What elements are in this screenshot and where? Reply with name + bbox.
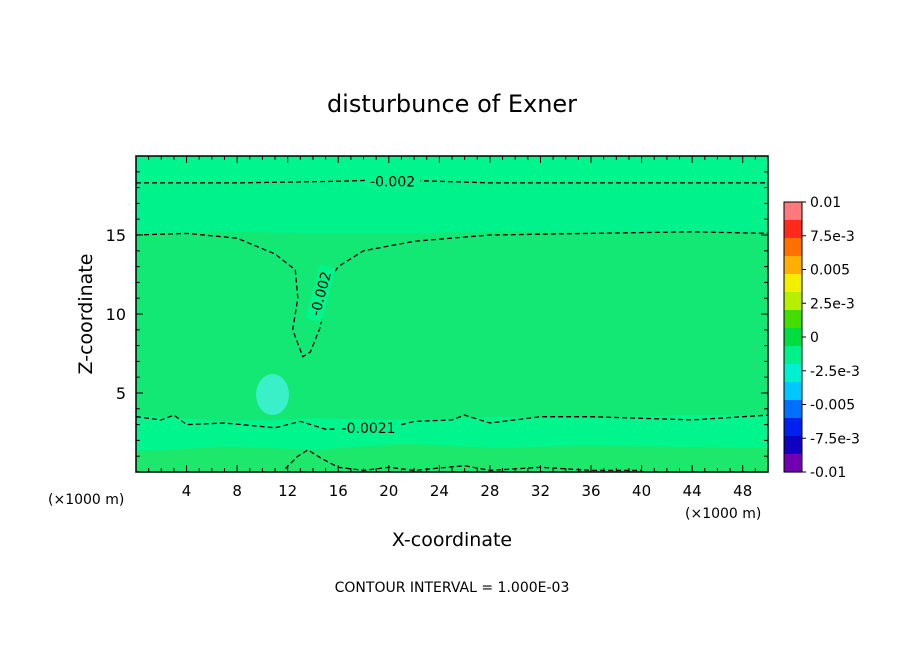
y-tick-label: 15	[106, 226, 126, 245]
x-tick-label: 48	[733, 482, 752, 500]
level-band	[136, 231, 768, 472]
contour-label-bg	[364, 173, 421, 190]
x-axis-label: X-coordinate	[392, 529, 512, 551]
colorbar-label: -0.005	[810, 398, 855, 414]
x-unit-right: (×1000 m)	[685, 506, 761, 522]
level-band	[136, 443, 768, 472]
colorbar-segment	[784, 328, 802, 347]
colorbar-label: -0.01	[810, 465, 846, 481]
colorbar-label: -7.5e-3	[810, 431, 860, 447]
x-tick-label: 8	[232, 482, 242, 500]
contour-label: -0.002	[370, 174, 415, 190]
x-tick-label: 4	[182, 482, 192, 500]
x-tick-label: 16	[329, 482, 348, 500]
x-tick-label: 12	[278, 482, 297, 500]
colorbar-segment	[784, 436, 802, 455]
colorbar-label: 0.01	[810, 195, 841, 211]
contour-label-bg	[305, 264, 336, 323]
colorbar-label: 0.005	[810, 263, 850, 279]
colorbar-segment	[784, 382, 802, 401]
plot-area: -0.002-0.002-0.0021 4 8 12 16 20 24 28 32 36 40 44…	[106, 155, 769, 500]
contour-interval-footer: CONTOUR INTERVAL = 1.000E-03	[335, 580, 570, 596]
colorbar-segment	[784, 346, 802, 365]
anomaly-spot	[256, 374, 289, 416]
colorbar-segment	[784, 454, 802, 473]
colorbar-segment	[784, 220, 802, 239]
colorbar: 0.01 7.5e-3 0.005 2.5e-3 0 -2.5e-3 -0.005 -7.5e…	[783, 195, 860, 481]
colorbar-label: 0	[810, 330, 819, 346]
colorbar-segment	[784, 418, 802, 437]
y-axis-label: Z-coordinate	[75, 254, 97, 375]
colorbar-segment	[784, 274, 802, 293]
colorbar-segment	[784, 400, 802, 419]
x-tick-label: 36	[581, 482, 600, 500]
chart-title: disturbunce of Exner	[327, 90, 577, 118]
contour-label-bg	[336, 419, 401, 436]
x-unit-left: (×1000 m)	[48, 492, 124, 508]
colorbar-segment	[784, 256, 802, 275]
x-tick-label: 24	[430, 482, 449, 500]
colorbar-segment	[784, 292, 802, 311]
colorbar-segment	[784, 310, 802, 329]
colorbar-label: -2.5e-3	[810, 364, 860, 380]
contour-line	[136, 414, 768, 430]
x-tick-label: 20	[379, 482, 398, 500]
x-tick-label: 40	[632, 482, 651, 500]
contour-label: -0.0021	[342, 421, 396, 437]
colorbar-segment	[784, 238, 802, 257]
colorbar-segment	[784, 364, 802, 383]
x-tick-label: 28	[480, 482, 499, 500]
y-tick-label: 5	[116, 384, 126, 403]
y-tick-label: 10	[106, 305, 126, 324]
colorbar-segment	[784, 202, 802, 221]
contour-line	[136, 231, 768, 358]
x-tick-label: 44	[683, 482, 702, 500]
x-tick-label: 32	[531, 482, 550, 500]
colorbar-label: 2.5e-3	[810, 296, 855, 312]
colorbar-label: 7.5e-3	[810, 229, 855, 245]
contour-line	[136, 179, 768, 184]
